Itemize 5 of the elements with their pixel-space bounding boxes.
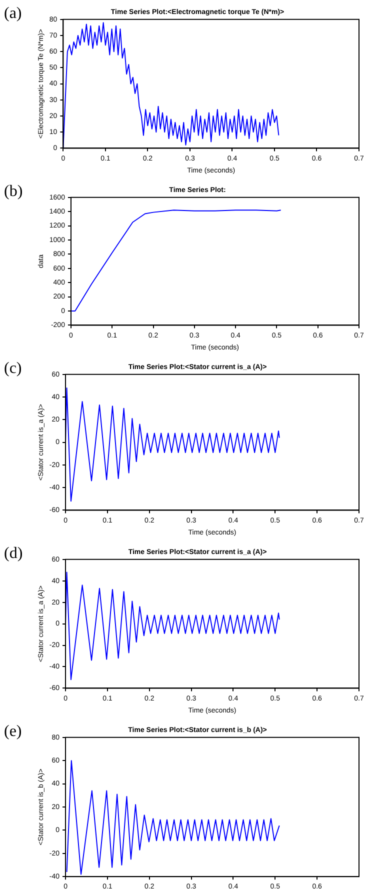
text: (b)	[4, 183, 23, 200]
text: (e)	[4, 723, 22, 740]
text: (a)	[4, 5, 22, 22]
text: (c)	[4, 360, 22, 378]
text: (d)	[4, 545, 23, 562]
